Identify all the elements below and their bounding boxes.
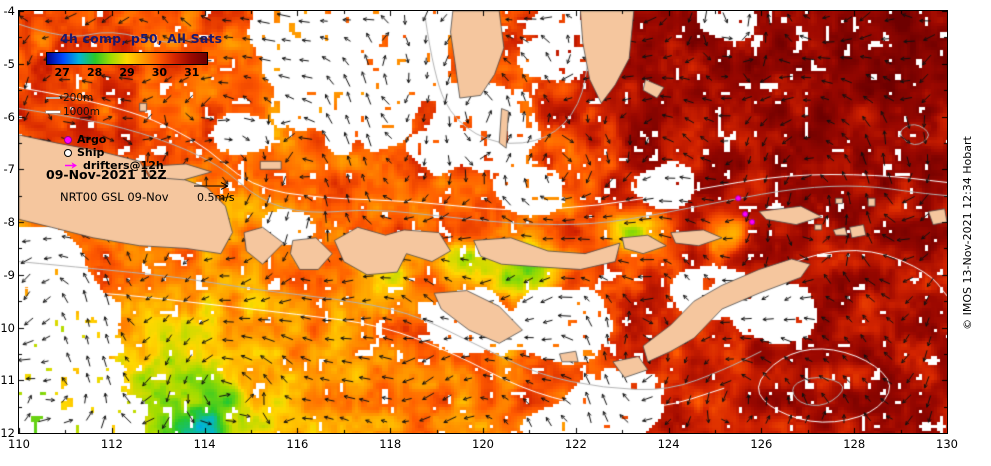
current-scale-arrow-icon [194, 182, 229, 190]
x-tick-label: 128 [843, 437, 866, 451]
x-tick-label: 126 [750, 437, 773, 451]
y-tick-label: -4 [3, 4, 15, 18]
model-run-label: NRT00 GSL 09-Nov [60, 190, 169, 204]
y-tick-label: -12 [0, 426, 15, 440]
contour-200m-swatch-icon [46, 97, 60, 99]
legend-label-ship: Ship [77, 146, 105, 159]
x-tick-label: 116 [286, 437, 309, 451]
colorbar-tick-label: 28 [86, 66, 103, 79]
datetime-label: 09-Nov-2021 12Z [46, 167, 167, 182]
x-axis-labels: 110 112 114 116 118 120 122 124 126 128 130 [8, 437, 958, 452]
colorbar-gradient [46, 52, 208, 65]
y-tick-label: -5 [3, 56, 15, 71]
legend-label-argo: Argo [77, 133, 107, 146]
y-tick-label: -6 [3, 109, 15, 124]
colorbar-tick-label: 27 [54, 66, 70, 79]
colorbar-tick-label: 29 [119, 66, 135, 79]
y-tick-label: -10 [0, 320, 15, 335]
temperature-colorbar: 27 28 29 30 31 [46, 52, 208, 82]
x-tick-label: 110 [8, 437, 30, 451]
y-axis-labels: -4 -5 -6 -7 -8 -9 -10 -11 -12 [0, 4, 16, 440]
x-tick-label: 122 [564, 437, 587, 451]
depth-1000m-text: 1000m [63, 106, 100, 118]
contour-1000m-swatch-icon [46, 111, 60, 113]
current-scale-label: 0.5m/s [197, 191, 235, 204]
drifter-arrow-icon [65, 162, 77, 169]
x-tick-label: 112 [100, 437, 123, 451]
x-tick-label: 118 [379, 437, 402, 451]
depth-contour-label-200m: 200m [46, 92, 93, 104]
y-tick-label: -9 [3, 267, 15, 282]
colorbar-tick-label: 31 [184, 66, 200, 79]
legend-label-drifters: drifters@12h [83, 159, 164, 172]
colorbar-tick-label: 30 [151, 66, 168, 79]
legend-item-argo: Argo [64, 133, 164, 146]
x-tick-label: 114 [193, 437, 216, 451]
x-tick-label: 120 [472, 437, 494, 451]
ship-marker-icon [64, 148, 72, 157]
depth-contour-label-1000m: 1000m [46, 106, 100, 118]
x-tick-label: 130 [936, 437, 958, 451]
depth-200m-text: 200m [63, 92, 94, 104]
copyright-watermark: © IMOS 13-Nov-2021 12:34 Hobart [961, 136, 974, 330]
argo-marker-icon [64, 135, 72, 144]
y-tick-label: -8 [3, 215, 15, 229]
observation-legend: Argo Ship drifters@12h [64, 133, 164, 172]
legend-item-ship: Ship [64, 146, 164, 159]
y-tick-label: -7 [3, 162, 15, 177]
y-tick-label: -11 [0, 373, 15, 388]
colorbar-tick-labels: 27 28 29 30 31 [46, 65, 208, 80]
legend-item-drifters: drifters@12h [64, 159, 164, 172]
x-tick-label: 124 [657, 437, 680, 451]
map-title: 4h comp, p50, All Sats [60, 31, 223, 46]
sst-map-canvas [18, 10, 948, 434]
